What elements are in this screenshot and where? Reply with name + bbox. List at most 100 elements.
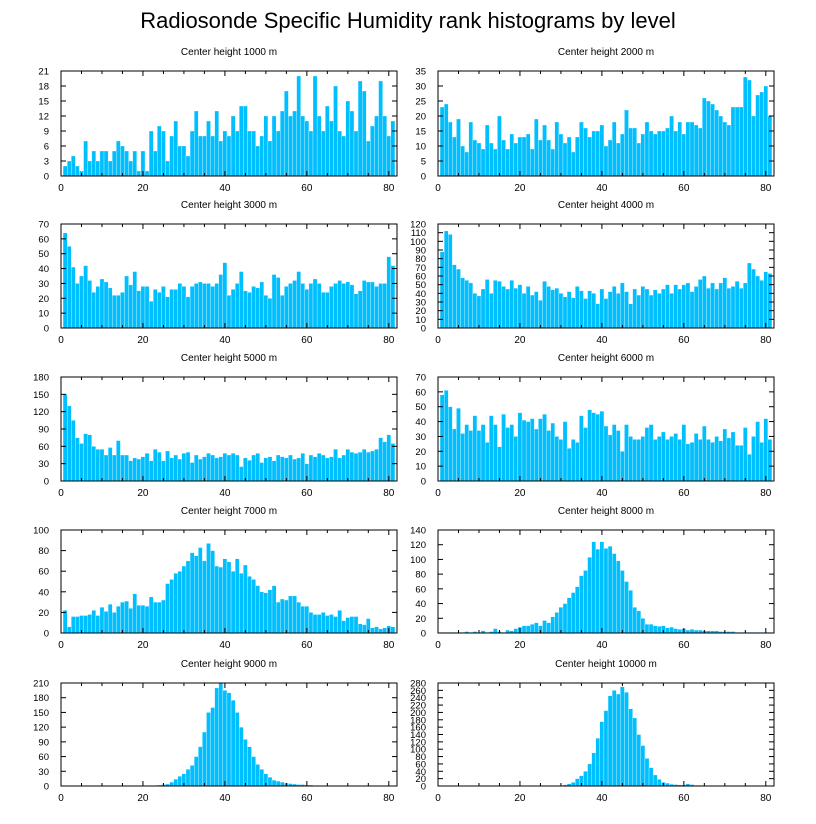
histogram-bar <box>652 133 658 177</box>
histogram-bar <box>83 140 88 177</box>
y-tick-label: 60 <box>415 584 426 595</box>
histogram-bar <box>234 130 240 177</box>
histogram-bar <box>464 151 469 177</box>
histogram-bar <box>538 418 543 482</box>
histogram-bar <box>325 457 330 482</box>
histogram-bar <box>710 442 715 482</box>
histogram-bar <box>575 442 580 482</box>
histogram-bar <box>591 293 596 329</box>
histogram-bar <box>497 446 502 482</box>
histogram-bar <box>120 145 125 177</box>
histogram-bar <box>558 293 564 329</box>
x-tick-label: 40 <box>596 183 608 194</box>
histogram-bar <box>255 585 260 634</box>
histogram-bar <box>714 436 719 482</box>
histogram-bar <box>538 139 543 177</box>
y-tick-label: 100 <box>410 745 426 756</box>
histogram-bar <box>222 262 228 329</box>
histogram-bar <box>714 288 719 329</box>
histogram-bar <box>353 616 359 634</box>
histogram-bar <box>206 453 211 482</box>
histogram-bar <box>677 629 682 634</box>
histogram-bar <box>202 456 207 482</box>
histogram-bar <box>288 115 293 177</box>
histogram-bar <box>718 115 723 177</box>
histogram-bar <box>189 286 195 329</box>
histogram-bar <box>612 424 617 482</box>
histogram-bar <box>157 125 162 177</box>
histogram-bar <box>62 165 68 177</box>
histogram-bar <box>181 453 187 482</box>
x-tick-label: 80 <box>760 488 772 499</box>
histogram-bar <box>583 570 588 634</box>
panel-title: Center height 1000 m <box>181 47 277 58</box>
y-tick-label: 20 <box>415 306 426 317</box>
histogram-bar <box>681 284 687 329</box>
histogram-bar <box>612 286 617 329</box>
plot-frame <box>60 223 398 329</box>
histogram-bar <box>234 454 240 482</box>
histogram-bar <box>448 406 453 482</box>
histogram-bar <box>210 286 215 329</box>
histogram-bar <box>349 110 355 177</box>
y-tick-label: 110 <box>411 228 426 239</box>
histogram-bar <box>648 130 654 177</box>
histogram-bar <box>468 430 473 482</box>
histogram-bar <box>357 80 363 177</box>
histogram-bar <box>571 782 576 787</box>
y-tick-label: 280 <box>410 679 426 690</box>
histogram-bar <box>525 133 531 177</box>
y-tick-label: 50 <box>415 280 426 291</box>
histogram-bar <box>636 294 641 329</box>
histogram-bar <box>558 607 564 634</box>
histogram-bar <box>136 170 142 177</box>
histogram-bar <box>616 693 621 787</box>
histogram-bar <box>280 456 285 482</box>
histogram-bar <box>546 430 551 482</box>
histogram-bar <box>579 575 584 634</box>
histogram-bar <box>484 279 490 329</box>
y-tick-label: 90 <box>415 246 426 257</box>
y-tick-label: 6 <box>44 142 49 153</box>
histogram-bar <box>214 457 219 482</box>
histogram-bar <box>575 136 580 177</box>
y-tick-label: 60 <box>38 442 49 453</box>
histogram-bar <box>83 615 88 634</box>
x-tick-label: 0 <box>58 488 64 499</box>
histogram-bar <box>616 430 621 482</box>
y-tick-label: 15 <box>415 127 426 138</box>
y-tick-label: 30 <box>38 767 49 778</box>
histogram-bar <box>665 127 670 177</box>
histogram-bar <box>743 427 748 482</box>
histogram-bar <box>607 695 613 787</box>
histogram-bar <box>206 120 211 177</box>
histogram-bar <box>165 296 170 329</box>
histogram-bar <box>144 286 150 329</box>
histogram-bar <box>734 281 740 329</box>
histogram-bar <box>370 627 375 634</box>
histogram-bar <box>665 439 670 482</box>
histogram-bar <box>759 280 764 329</box>
histogram-bar <box>243 739 248 787</box>
histogram-bar <box>136 290 142 329</box>
histogram-bar <box>87 160 92 177</box>
x-tick-label: 20 <box>514 793 526 804</box>
histogram-bar <box>476 142 482 177</box>
histogram-bar <box>161 130 166 177</box>
histogram-bar <box>362 624 367 634</box>
histogram-bar <box>673 433 678 482</box>
histogram-bar <box>603 710 609 787</box>
histogram-bar <box>79 443 84 482</box>
histogram-bar <box>530 624 535 634</box>
histogram-bar <box>382 441 387 482</box>
histogram-bar <box>612 690 617 787</box>
histogram-bar <box>546 622 551 634</box>
histogram-bar <box>501 413 506 482</box>
histogram-bar <box>247 130 252 177</box>
y-tick-label: 20 <box>38 608 49 619</box>
histogram-bar <box>722 428 728 482</box>
histogram-bar <box>493 148 498 177</box>
histogram-bar <box>206 543 211 634</box>
histogram-bar <box>99 278 105 329</box>
histogram-bar <box>234 558 240 634</box>
